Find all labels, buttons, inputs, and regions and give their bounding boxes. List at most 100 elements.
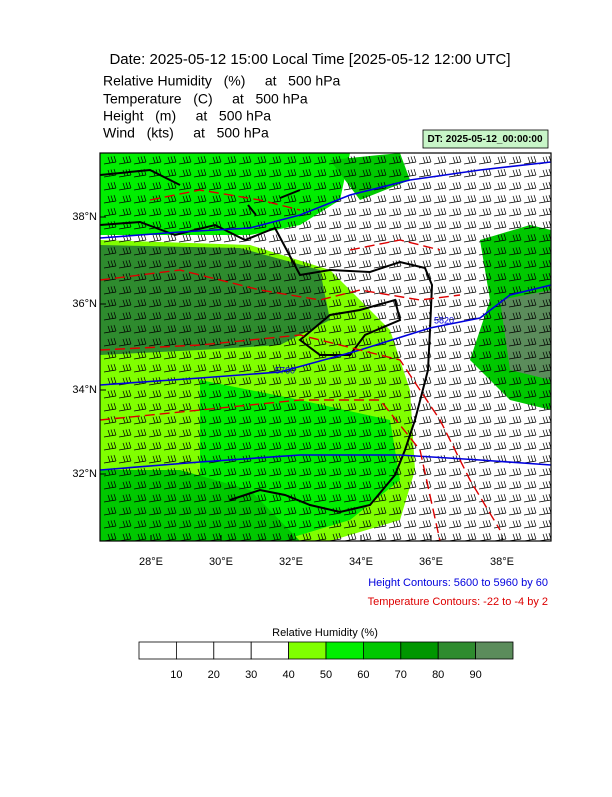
- wind-barb: [523, 324, 537, 334]
- wind-barb: [448, 168, 462, 178]
- wind-barb: [133, 233, 147, 243]
- wind-barb: [538, 415, 551, 425]
- wind-barb: [133, 246, 147, 256]
- wind-barb: [223, 181, 237, 191]
- wind-barb: [358, 246, 372, 256]
- wind-barb: [223, 467, 237, 477]
- wind-barb: [448, 311, 462, 321]
- wind-barb: [283, 272, 297, 282]
- wind-barb: [223, 220, 237, 230]
- wind-barb: [508, 168, 522, 178]
- colorbar-box: [437, 641, 477, 660]
- wind-barb: [163, 272, 177, 282]
- wind-barb: [313, 220, 327, 230]
- wind-barb: [283, 311, 297, 321]
- wind-barb: [253, 519, 267, 529]
- wind-barb: [253, 532, 267, 541]
- wind-barb: [298, 376, 312, 386]
- wind-barb: [328, 415, 342, 425]
- wind-barb: [478, 272, 492, 282]
- wind-barb: [373, 168, 387, 178]
- wind-barb: [358, 415, 372, 425]
- wind-barb: [313, 532, 327, 541]
- wind-barb: [403, 506, 417, 516]
- wind-barb: [223, 272, 237, 282]
- wind-barb: [193, 324, 207, 334]
- wind-barb: [493, 259, 507, 269]
- field-label: Wind (kts) at 500 hPa: [103, 125, 269, 141]
- wind-barb: [433, 428, 447, 438]
- wind-barb: [478, 181, 492, 191]
- wind-barb: [388, 376, 402, 386]
- wind-barb: [238, 350, 252, 360]
- wind-barb: [358, 298, 372, 308]
- wind-barb: [313, 467, 327, 477]
- wind-barb: [268, 415, 282, 425]
- colorbar-label: 70: [395, 669, 407, 681]
- wind-barb: [403, 402, 417, 412]
- wind-barb: [373, 480, 387, 490]
- wind-barb: [118, 285, 132, 295]
- wind-barb: [103, 519, 117, 529]
- wind-barb: [148, 298, 162, 308]
- wind-barb: [358, 272, 372, 282]
- wind-barb: [238, 246, 252, 256]
- wind-barb: [163, 493, 177, 503]
- wind-barb: [463, 285, 477, 295]
- wind-barb: [238, 480, 252, 490]
- wind-barb: [238, 493, 252, 503]
- wind-barb: [283, 194, 297, 204]
- wind-barb: [328, 389, 342, 399]
- wind-barb: [418, 454, 432, 464]
- wind-barb: [448, 428, 462, 438]
- wind-barb: [163, 311, 177, 321]
- wind-barb: [103, 168, 117, 178]
- wind-barb: [418, 480, 432, 490]
- wind-barb: [538, 324, 551, 334]
- wind-barb: [208, 220, 222, 230]
- wind-barb: [373, 415, 387, 425]
- wind-barb: [403, 311, 417, 321]
- wind-barb: [508, 194, 522, 204]
- wind-barb: [448, 259, 462, 269]
- wind-barb: [373, 233, 387, 243]
- wind-barb: [103, 155, 117, 165]
- wind-barb: [133, 454, 147, 464]
- wind-barb: [298, 324, 312, 334]
- wind-barb: [343, 168, 357, 178]
- wind-barb: [298, 168, 312, 178]
- wind-barb: [298, 350, 312, 360]
- wind-barb: [478, 246, 492, 256]
- wind-barb: [148, 168, 162, 178]
- wind-barb: [538, 402, 551, 412]
- wind-barb: [178, 402, 192, 412]
- wind-barb: [268, 402, 282, 412]
- wind-barb: [433, 480, 447, 490]
- wind-barb: [178, 181, 192, 191]
- wind-barb: [343, 272, 357, 282]
- wind-barb: [538, 532, 551, 541]
- wind-barb: [538, 519, 551, 529]
- wind-barb: [448, 402, 462, 412]
- wind-barb: [388, 155, 402, 165]
- wind-barb: [238, 285, 252, 295]
- wind-barb: [508, 376, 522, 386]
- wind-barb: [223, 259, 237, 269]
- wind-barb: [493, 350, 507, 360]
- wind-barb: [463, 272, 477, 282]
- wind-barb: [538, 220, 551, 230]
- wind-barb: [358, 363, 372, 373]
- wind-barb: [358, 493, 372, 503]
- wind-barb: [463, 363, 477, 373]
- wind-barb: [103, 350, 117, 360]
- wind-barb: [193, 480, 207, 490]
- wind-barb: [433, 376, 447, 386]
- wind-barb: [238, 298, 252, 308]
- wind-barb: [328, 259, 342, 269]
- wind-barb: [508, 259, 522, 269]
- wind-barb: [163, 194, 177, 204]
- colorbar-label: 80: [432, 669, 444, 681]
- wind-barb: [253, 259, 267, 269]
- wind-barb: [478, 363, 492, 373]
- wind-barb: [313, 415, 327, 425]
